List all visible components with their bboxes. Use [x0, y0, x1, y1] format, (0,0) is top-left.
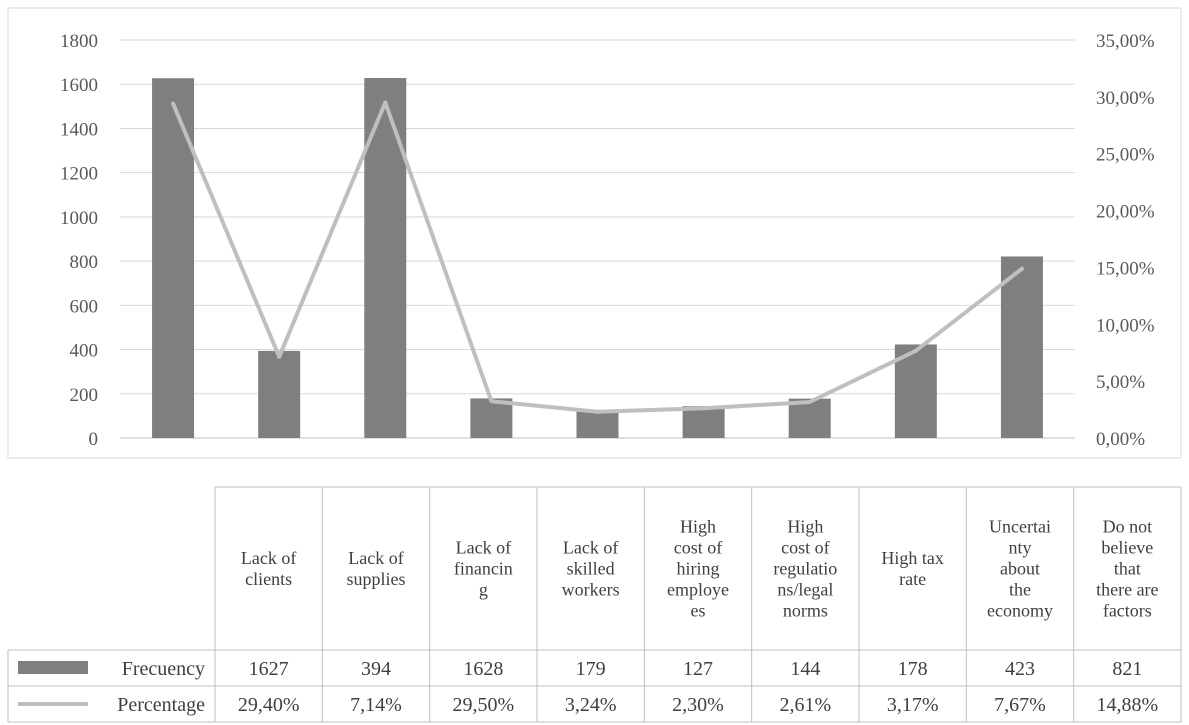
line-point-3 [383, 100, 388, 105]
bar-4 [470, 398, 513, 438]
line-point-8 [913, 348, 918, 353]
table-value: 821 [1112, 658, 1142, 680]
line-point-9 [1019, 266, 1024, 271]
table-value: 144 [790, 658, 820, 680]
legend-key-frecuency [18, 661, 88, 674]
category-label: Lack of [456, 538, 511, 558]
bar-3 [364, 78, 407, 438]
category-label: Lack of [348, 548, 403, 568]
category-label: Do not [1103, 517, 1153, 537]
table-value: 423 [1005, 658, 1035, 680]
line-point-7 [807, 399, 812, 404]
category-label: High tax [881, 548, 944, 568]
category-label: es [691, 601, 706, 621]
table-value: 29,50% [452, 694, 514, 716]
table-value: 394 [361, 658, 391, 680]
bar-1 [152, 78, 195, 438]
category-label: believe [1101, 538, 1153, 558]
bar-series [152, 78, 1043, 438]
table-value: 178 [898, 658, 928, 680]
table-value: 1627 [249, 658, 289, 680]
table-value: 2,61% [779, 694, 831, 716]
line-point-2 [277, 354, 282, 359]
table-value: 3,24% [565, 694, 617, 716]
table-value: 3,17% [887, 694, 939, 716]
category-label: ns/legal [777, 580, 833, 600]
category-label: there are [1096, 580, 1158, 600]
category-label: regulatio [773, 559, 837, 579]
table-value: 7,67% [994, 694, 1046, 716]
table-value: 29,40% [238, 694, 300, 716]
category-label: economy [987, 601, 1053, 621]
left-tick-label: 1600 [60, 75, 98, 96]
category-label: about [1000, 559, 1040, 579]
row-label: Percentage [117, 694, 205, 716]
category-label: hiring [677, 559, 720, 579]
category-label: Lack of [563, 538, 618, 558]
right-tick-label: 0,00% [1096, 429, 1145, 450]
plot-frame [7, 7, 1182, 459]
left-tick-label: 1000 [60, 208, 98, 229]
left-tick-label: 0 [89, 429, 99, 450]
category-label: rate [899, 569, 926, 589]
line-point-6 [701, 406, 706, 411]
category-label: cost of [781, 538, 830, 558]
table-value: 2,30% [672, 694, 724, 716]
right-axis: 0,00% 5,00% 10,00% 15,00% 20,00% 25,00% 30,00%… [1096, 31, 1155, 450]
line-point-5 [595, 409, 600, 414]
line-series [171, 100, 1024, 414]
percentage-line [171, 100, 1024, 414]
table-value: 1628 [463, 658, 503, 680]
left-tick-label: 1400 [60, 119, 98, 140]
right-tick-label: 10,00% [1096, 315, 1155, 336]
left-axis: 0 200 400 600 800 1000 1200 1400 1600 1800 [60, 31, 98, 450]
line-point-1 [171, 101, 176, 106]
category-label: that [1114, 559, 1141, 579]
right-tick-label: 30,00% [1096, 88, 1155, 109]
category-label: Uncertai [989, 517, 1051, 537]
category-label: workers [562, 580, 620, 600]
category-label: cost of [674, 538, 723, 558]
category-label: nty [1008, 538, 1031, 558]
left-tick-label: 1800 [60, 31, 98, 52]
right-tick-label: 25,00% [1096, 145, 1155, 166]
category-label: High [680, 517, 716, 537]
category-label: g [479, 580, 488, 600]
bar-7 [788, 398, 831, 438]
category-label: High [787, 517, 823, 537]
left-tick-label: 600 [70, 296, 99, 317]
category-label: financin [454, 559, 513, 579]
category-label: supplies [346, 569, 405, 589]
bar-6 [682, 406, 725, 438]
category-label: factors [1103, 601, 1152, 621]
category-label: skilled [567, 559, 615, 579]
left-tick-label: 400 [70, 341, 99, 362]
left-tick-label: 1200 [60, 164, 98, 185]
category-label: employe [667, 580, 729, 600]
bar-8 [894, 344, 937, 438]
bar-9 [1000, 256, 1043, 438]
bar-5 [576, 409, 619, 438]
table-value: 179 [576, 658, 606, 680]
right-tick-label: 35,00% [1096, 31, 1155, 52]
category-label: clients [245, 569, 292, 589]
right-tick-label: 15,00% [1096, 258, 1155, 279]
category-label: Lack of [241, 548, 296, 568]
category-label: norms [783, 601, 828, 621]
bar-2 [258, 350, 301, 438]
left-tick-label: 200 [70, 385, 99, 406]
table-value: 127 [683, 658, 713, 680]
row-label: Frecuency [122, 658, 205, 680]
table-value: 14,88% [1096, 694, 1158, 716]
right-tick-label: 20,00% [1096, 202, 1155, 223]
category-label: the [1009, 580, 1031, 600]
line-point-4 [489, 399, 494, 404]
right-tick-label: 5,00% [1096, 372, 1145, 393]
left-tick-label: 800 [70, 252, 99, 273]
table-value: 7,14% [350, 694, 402, 716]
